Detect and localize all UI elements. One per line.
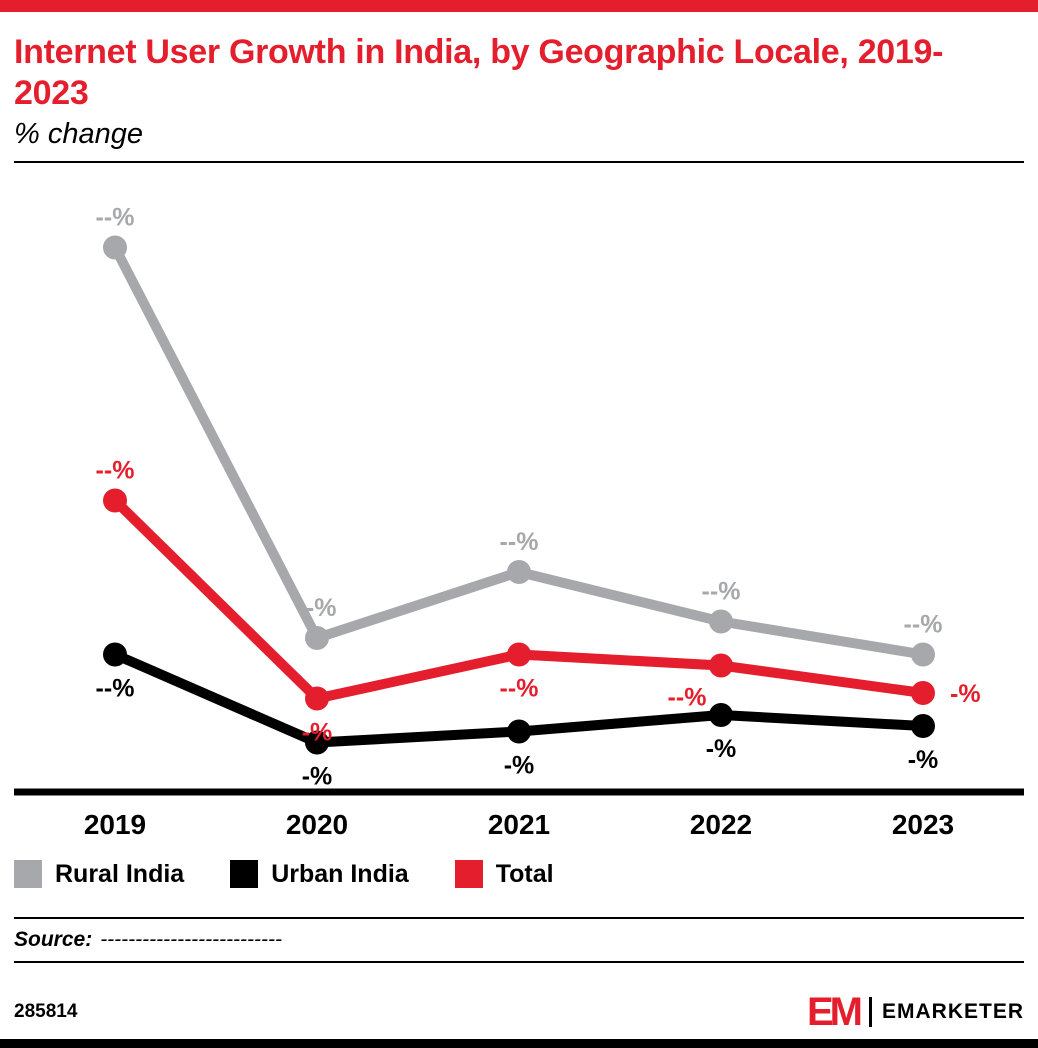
emarketer-logo-icon: EM <box>806 990 863 1034</box>
page-title: Internet User Growth in India, by Geogra… <box>14 33 944 112</box>
data-point-urban-india-2020 <box>305 730 329 755</box>
source-text: -------------------------- <box>100 927 283 951</box>
legend-label-rural-india: Rural India <box>55 859 185 888</box>
legend-item-rural-india: Rural India <box>14 860 184 889</box>
legend-swatch-rural-india <box>14 860 42 889</box>
data-label-total-2020: -% <box>302 718 333 746</box>
chart-line-rural-india <box>110 244 924 660</box>
x-axis-label-2023: 2023 <box>892 809 954 840</box>
data-point-rural-india-2022 <box>709 609 733 634</box>
data-point-rural-india-2021 <box>507 559 531 584</box>
data-label-urban-india-2022: -% <box>706 735 737 763</box>
legend-item-urban-india: Urban India <box>230 860 409 889</box>
data-label-total-2019: --% <box>96 456 135 484</box>
data-point-total-2019 <box>103 488 127 513</box>
chart-area: --% --% --% --% --% --% -% -% -% -% --% -% --% --% -% 2… <box>14 177 1024 850</box>
data-point-urban-india-2021 <box>507 719 531 744</box>
data-label-total-2022: --% <box>668 683 707 711</box>
data-point-total-2020 <box>305 686 329 711</box>
data-label-rural-india-2019: --% <box>96 203 135 231</box>
data-point-urban-india-2023 <box>911 713 935 738</box>
data-point-rural-india-2019 <box>103 235 127 260</box>
data-label-urban-india-2023: -% <box>908 746 939 774</box>
legend-label-total: Total <box>495 859 554 888</box>
brand-logo: EM EMARKETER <box>807 992 1024 1032</box>
data-point-rural-india-2020 <box>305 625 329 650</box>
data-label-urban-india-2019: --% <box>96 674 135 702</box>
top-accent-bar <box>0 0 1038 12</box>
chart-svg: --% --% --% --% --% --% -% -% -% -% --% -% --% --% -% 2… <box>14 203 1024 840</box>
legend-item-total: Total <box>454 859 554 889</box>
data-point-total-2022 <box>709 653 733 678</box>
x-axis-label-2019: 2019 <box>84 809 146 840</box>
source-section: Source: -------------------------- <box>14 916 1024 963</box>
title-divider <box>14 160 1024 163</box>
data-point-urban-india-2022 <box>709 702 733 727</box>
brand-name: EMARKETER <box>881 1000 1024 1023</box>
data-point-rural-india-2023 <box>911 642 935 667</box>
x-axis-label-2021: 2021 <box>488 809 550 840</box>
data-label-rural-india-2023: --% <box>904 610 943 638</box>
data-label-total-2023: -% <box>950 680 981 708</box>
brand-divider <box>868 997 872 1027</box>
data-point-total-2023 <box>911 680 935 705</box>
chart-id: 285814 <box>14 1001 78 1022</box>
bottom-accent-bar <box>0 1039 1038 1048</box>
data-label-urban-india-2020: -% <box>302 762 333 790</box>
legend: Rural India Urban India Total <box>14 860 1024 889</box>
x-axis-label-2020: 2020 <box>286 809 348 840</box>
data-label-rural-india-2021: --% <box>500 528 539 556</box>
page-subtitle: % change <box>14 117 143 150</box>
legend-swatch-urban-india <box>230 860 259 889</box>
data-point-urban-india-2019 <box>103 642 127 667</box>
footer: 285814 EM EMARKETER <box>14 992 1024 1032</box>
data-point-total-2021 <box>507 642 531 667</box>
data-label-rural-india-2022: --% <box>702 577 741 605</box>
source-label: Source: <box>14 927 93 951</box>
data-label-total-2021: --% <box>500 674 539 702</box>
legend-swatch-total <box>454 860 483 889</box>
legend-label-urban-india: Urban India <box>271 859 409 888</box>
x-axis-label-2022: 2022 <box>690 809 752 840</box>
data-label-urban-india-2021: -% <box>504 751 535 779</box>
data-label-rural-india-2020: --% <box>298 594 337 622</box>
